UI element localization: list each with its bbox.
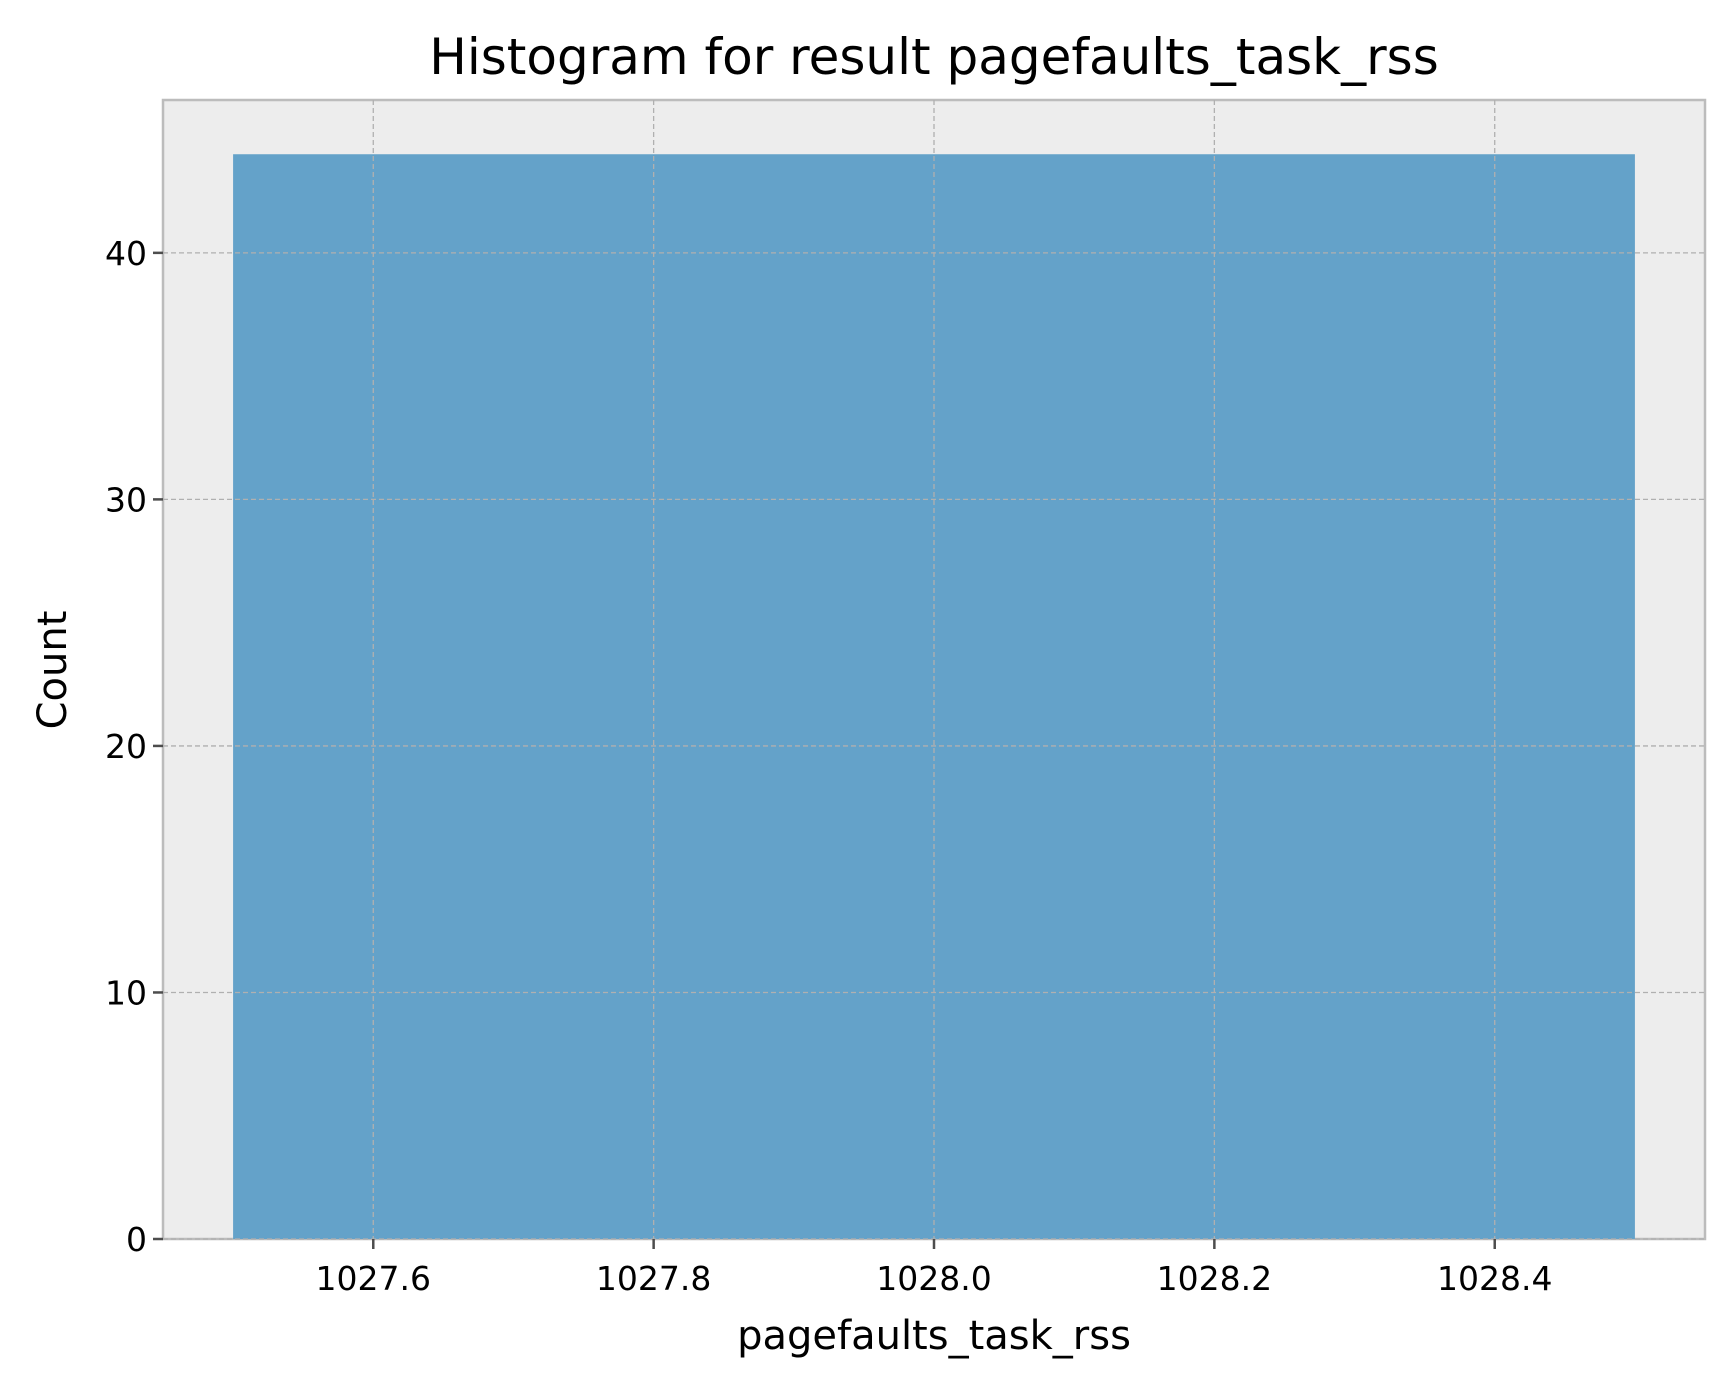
y-tick-label: 20 (105, 727, 147, 766)
x-tick-label: 1027.6 (316, 1259, 431, 1298)
y-tick-label: 40 (105, 234, 147, 273)
y-tick-label: 0 (126, 1220, 147, 1259)
y-tick-label: 10 (105, 973, 147, 1012)
y-tick-label: 30 (105, 480, 147, 519)
chart-title: Histogram for result pagefaults_task_rss (429, 28, 1439, 86)
x-tick-label: 1027.8 (596, 1259, 711, 1298)
x-tick-label: 1028.0 (876, 1259, 991, 1298)
y-axis-label: Count (30, 611, 76, 730)
x-tick-label: 1028.4 (1437, 1259, 1552, 1298)
x-tick-label: 1028.2 (1157, 1259, 1272, 1298)
axis-ticks: 1027.6 1027.8 1028.0 1028.2 1028.4 0 10 20 30 40 (105, 234, 1552, 1298)
x-axis-label: pagefaults_task_rss (737, 1313, 1131, 1359)
grid (163, 100, 1705, 1240)
